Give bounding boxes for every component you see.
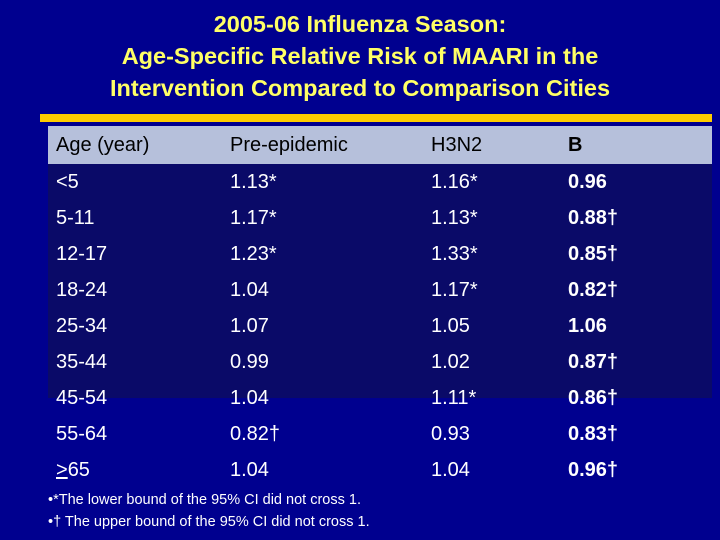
footnotes: •*The lower bound of the 95% CI did not … (48, 489, 370, 533)
cell-b: 0.86† (568, 387, 619, 409)
footnote-lower-bound: •*The lower bound of the 95% CI did not … (48, 492, 361, 508)
cell-pre-epidemic: 1.04 (230, 459, 269, 481)
header-pre-epidemic: Pre-epidemic (230, 134, 348, 156)
cell-b: 0.82† (568, 279, 619, 301)
cell-pre-epidemic: 1.13* (230, 171, 277, 193)
cell-h3n2: 1.33* (431, 243, 478, 265)
cell-pre-epidemic: 0.99 (230, 351, 269, 373)
cell-b: 0.96† (568, 459, 619, 481)
cell-b: 1.06 (568, 315, 607, 337)
cell-h3n2: 1.02 (431, 351, 470, 373)
cell-h3n2: 1.04 (431, 459, 470, 481)
footnote-upper-bound: •† The upper bound of the 95% CI did not… (48, 514, 370, 530)
header-b: B (568, 134, 583, 156)
table-row: 25-34 1.07 1.05 1.06 (48, 308, 712, 344)
cell-pre-epidemic: 1.23* (230, 243, 277, 265)
cell-age: 18-24 (56, 279, 108, 301)
cell-age: 12-17 (56, 243, 108, 265)
cell-age: 5-11 (56, 207, 95, 229)
table-row: 18-24 1.04 1.17* 0.82† (48, 272, 712, 308)
table-header-row: Age (year) Pre-epidemic H3N2 B (48, 126, 712, 164)
table-row: 35-44 0.99 1.02 0.87† (48, 344, 712, 380)
highlighted-rows-band (48, 164, 712, 398)
cell-h3n2: 1.13* (431, 207, 478, 229)
cell-pre-epidemic: 1.17* (230, 207, 277, 229)
cell-b: 0.83† (568, 423, 619, 445)
cell-age: 35-44 (56, 351, 108, 373)
title-line-3: Intervention Compared to Comparison Citi… (109, 75, 611, 101)
cell-pre-epidemic: 0.82† (230, 423, 281, 445)
slide-title: 2005-06 Influenza Season: Age-Specific R… (0, 8, 720, 104)
cell-h3n2: 1.16* (431, 171, 478, 193)
header-age: Age (year) (56, 134, 150, 156)
table-row: 5-11 1.17* 1.13* 0.88† (48, 200, 712, 236)
cell-pre-epidemic: 1.04 (230, 279, 269, 301)
table-row: 55-64 0.82† 0.93 0.83† (48, 416, 712, 452)
cell-h3n2: 0.93 (431, 423, 470, 445)
cell-age: >65 (56, 459, 90, 481)
cell-b: 0.96 (568, 171, 607, 193)
cell-pre-epidemic: 1.07 (230, 315, 269, 337)
table-row: 45-54 1.04 1.11* 0.86† (48, 380, 712, 416)
table-row: 12-17 1.23* 1.33* 0.85† (48, 236, 712, 272)
cell-b: 0.87† (568, 351, 619, 373)
title-divider-bar (40, 114, 712, 122)
cell-b: 0.85† (568, 243, 619, 265)
cell-age: 25-34 (56, 315, 108, 337)
cell-age: 45-54 (56, 387, 108, 409)
relative-risk-table: Age (year) Pre-epidemic H3N2 B <5 1.13* … (48, 126, 712, 481)
table-row: <5 1.13* 1.16* 0.96 (48, 164, 712, 200)
table-row: >65 1.04 1.04 0.96† (48, 452, 712, 488)
title-line-1: 2005-06 Influenza Season: (213, 11, 507, 37)
cell-age: <5 (56, 171, 79, 193)
title-line-2: Age-Specific Relative Risk of MAARI in t… (121, 43, 599, 69)
cell-b: 0.88† (568, 207, 619, 229)
cell-age: 55-64 (56, 423, 108, 445)
cell-pre-epidemic: 1.04 (230, 387, 269, 409)
header-h3n2: H3N2 (431, 134, 483, 156)
cell-h3n2: 1.11* (431, 387, 477, 409)
cell-h3n2: 1.17* (431, 279, 478, 301)
cell-h3n2: 1.05 (431, 315, 470, 337)
